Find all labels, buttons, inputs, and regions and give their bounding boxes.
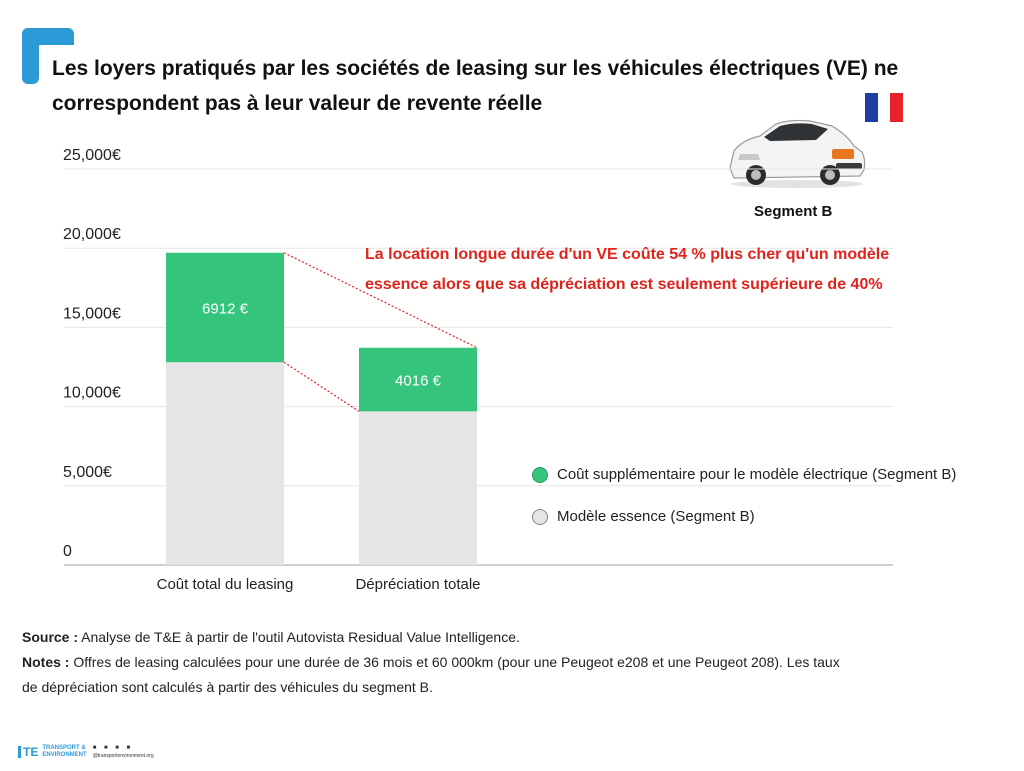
te-logo-text-1: TRANSPORT & xyxy=(42,745,86,751)
data-label-ev-0: 6912 € xyxy=(202,301,249,318)
y-tick-label-25000: 25,000€ xyxy=(63,147,121,164)
legend-label-ev: Coût supplémentaire pour le modèle élect… xyxy=(557,466,957,483)
connector-base xyxy=(283,361,360,412)
legend-swatch-ev xyxy=(532,466,548,483)
source-text: Analyse de T&E à partir de l'outil Autov… xyxy=(78,629,520,645)
segment-label: Segment B xyxy=(754,203,833,220)
bar-petrol-0 xyxy=(166,362,284,565)
notes-line-1: Notes : Offres de leasing calculées pour… xyxy=(22,654,840,670)
x-tick-label-0: Coût total du leasing xyxy=(157,576,294,593)
legend-label-petrol: Modèle essence (Segment B) xyxy=(557,508,755,525)
bar-petrol-1 xyxy=(359,411,477,565)
source-note: Source : Analyse de T&E à partir de l'ou… xyxy=(22,629,520,645)
source-label: Source : xyxy=(22,629,79,645)
connector-top xyxy=(283,252,478,349)
social-icons: ■ ■ ■ ■ xyxy=(92,745,134,751)
data-label-ev-1: 4016 € xyxy=(395,373,442,390)
y-tick-label-20000: 20,000€ xyxy=(63,226,121,243)
car-image xyxy=(729,119,866,188)
legend-item-petrol: Modèle essence (Segment B) xyxy=(532,508,755,525)
y-tick-label-10000: 10,000€ xyxy=(63,385,121,402)
bar-ev-extra-0 xyxy=(166,252,284,363)
y-tick-label-0: 0 xyxy=(63,543,72,560)
y-tick-label-5000: 5,000€ xyxy=(63,464,112,481)
te-logo: TE TRANSPORT & ENVIRONMENT ■ ■ ■ ■ @tran… xyxy=(18,744,154,760)
chart-title-line-1: Les loyers pratiqués par les sociétés de… xyxy=(52,57,899,80)
legend-swatch-petrol xyxy=(532,508,548,525)
france-flag-icon xyxy=(865,93,904,122)
legend-item-ev: Coût supplémentaire pour le modèle élect… xyxy=(532,466,956,483)
notes-label: Notes : xyxy=(22,654,70,670)
social-handle: @transportenvironment.org xyxy=(92,753,154,759)
chart-title-line-2: correspondent pas à leur valeur de reven… xyxy=(52,92,543,115)
callout-text-line-2: essence alors que sa dépréciation est se… xyxy=(365,276,883,293)
te-logo-text-2: ENVIRONMENT xyxy=(42,752,87,758)
corner-accent xyxy=(22,28,74,84)
te-logo-mark: TE xyxy=(18,746,38,758)
y-tick-label-15000: 15,000€ xyxy=(63,305,121,322)
bar-ev-extra-1 xyxy=(359,347,477,412)
notes-line-2: de dépréciation sont calculés à partir d… xyxy=(22,679,433,695)
notes-text-1: Offres de leasing calculées pour une dur… xyxy=(69,654,840,670)
callout-text-line-1: La location longue durée d'un VE coûte 5… xyxy=(365,246,890,263)
x-tick-label-1: Dépréciation totale xyxy=(355,576,480,593)
